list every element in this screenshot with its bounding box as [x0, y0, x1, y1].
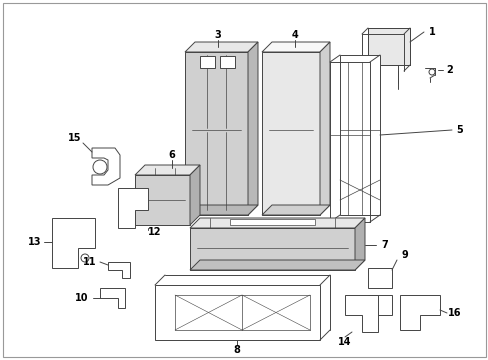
Polygon shape [220, 56, 235, 68]
Polygon shape [247, 42, 258, 215]
Polygon shape [135, 165, 200, 175]
Polygon shape [345, 295, 377, 332]
Polygon shape [367, 268, 391, 288]
Polygon shape [190, 260, 364, 270]
Polygon shape [184, 42, 258, 52]
Text: 10: 10 [75, 293, 88, 303]
Polygon shape [200, 56, 215, 68]
Text: 15: 15 [68, 133, 81, 143]
Text: 6: 6 [168, 150, 175, 160]
Polygon shape [118, 188, 148, 228]
Polygon shape [184, 205, 258, 215]
Text: 14: 14 [338, 337, 351, 347]
Text: 8: 8 [233, 345, 240, 355]
Text: 7: 7 [381, 240, 387, 250]
Polygon shape [190, 165, 200, 225]
Polygon shape [229, 219, 314, 225]
Polygon shape [52, 218, 95, 268]
Text: 9: 9 [401, 250, 407, 260]
Polygon shape [108, 262, 130, 278]
Polygon shape [190, 228, 354, 270]
Text: 5: 5 [456, 125, 463, 135]
Polygon shape [184, 52, 247, 215]
Text: 13: 13 [28, 237, 41, 247]
Text: 16: 16 [447, 308, 461, 318]
Text: 11: 11 [83, 257, 97, 267]
Polygon shape [354, 218, 364, 270]
Polygon shape [100, 288, 125, 308]
Polygon shape [319, 42, 329, 215]
Polygon shape [262, 42, 329, 52]
Polygon shape [367, 295, 391, 315]
Polygon shape [262, 52, 319, 215]
Text: 4: 4 [291, 30, 298, 40]
Polygon shape [367, 28, 409, 65]
Polygon shape [92, 148, 120, 185]
Polygon shape [135, 175, 190, 225]
Text: 2: 2 [446, 65, 452, 75]
Polygon shape [155, 285, 319, 340]
Text: 1: 1 [428, 27, 434, 37]
Polygon shape [190, 218, 364, 228]
Polygon shape [339, 55, 379, 215]
Text: 12: 12 [148, 227, 162, 237]
Text: 3: 3 [214, 30, 221, 40]
Polygon shape [262, 205, 329, 215]
Polygon shape [399, 295, 439, 330]
